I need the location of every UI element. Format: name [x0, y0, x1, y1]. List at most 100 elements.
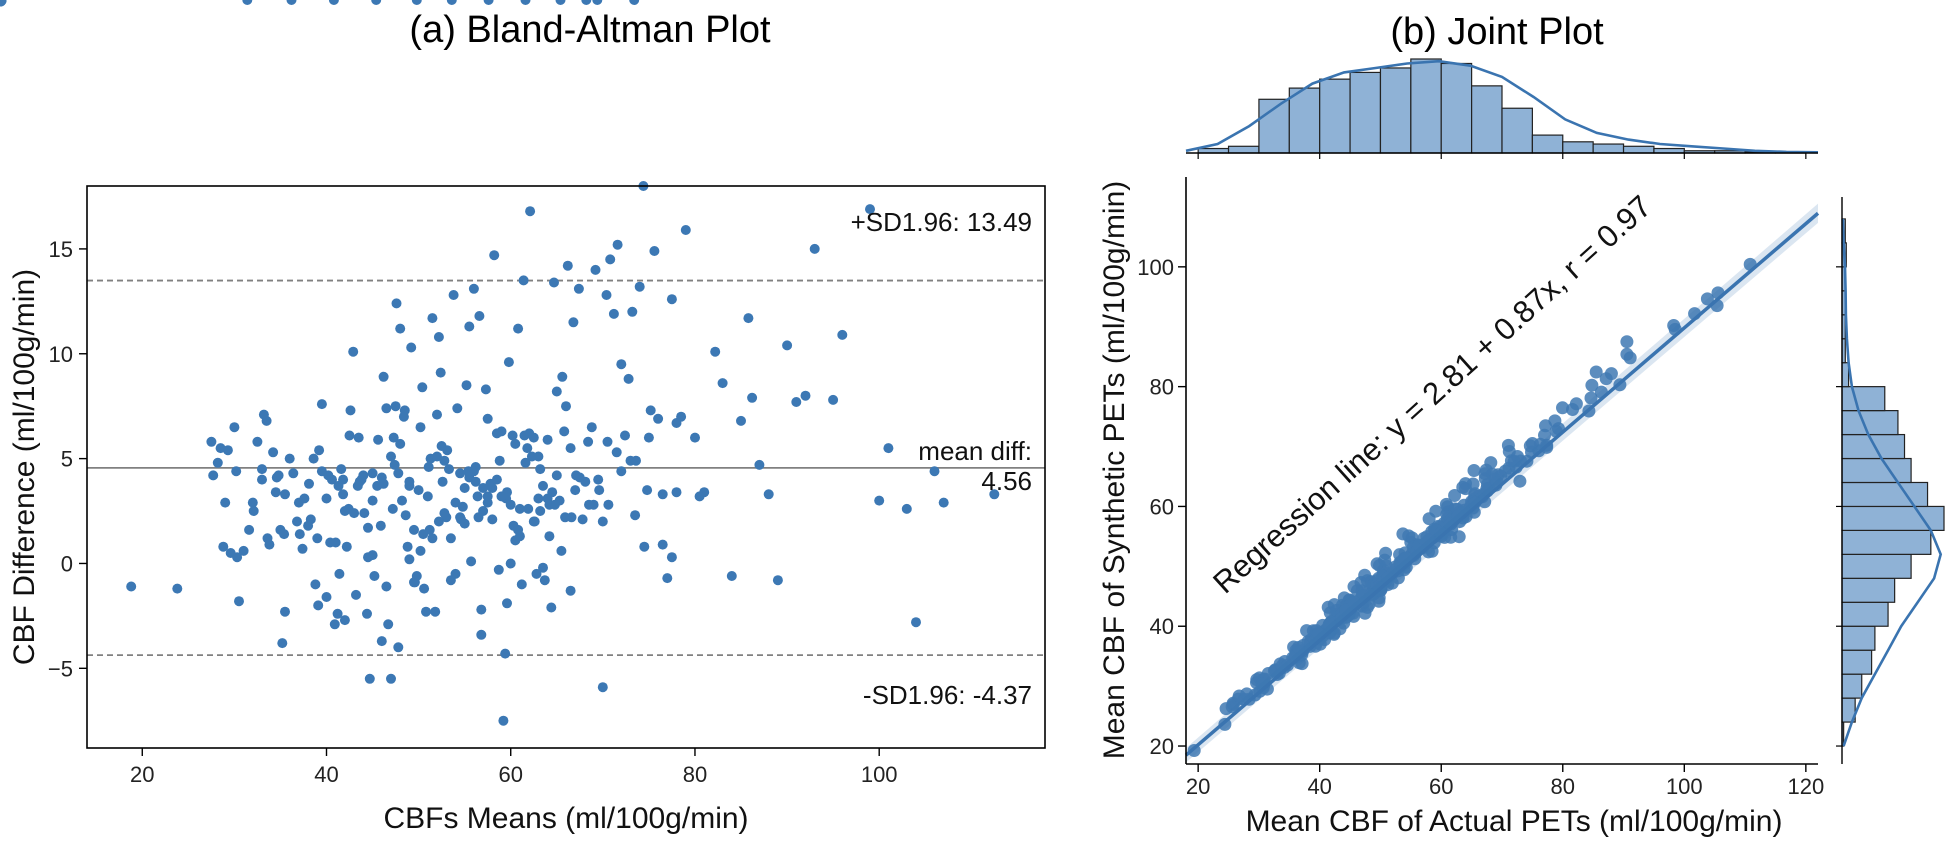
lower-limit-label: -SD1.96: -4.37 — [863, 680, 1032, 710]
data-point — [653, 413, 664, 424]
data-point — [747, 392, 758, 403]
data-point — [336, 464, 347, 475]
data-point — [264, 539, 275, 550]
data-point — [629, 0, 640, 5]
x-tick-label: 20 — [130, 762, 154, 787]
data-point — [1358, 568, 1372, 582]
data-point — [666, 294, 677, 305]
data-point — [929, 466, 940, 477]
data-point — [316, 466, 327, 477]
data-point — [409, 577, 419, 588]
data-point — [627, 306, 638, 317]
data-point — [330, 537, 341, 548]
x-hist-bar — [1592, 143, 1625, 154]
data-point — [634, 281, 645, 292]
data-point — [478, 483, 489, 493]
data-point — [280, 606, 290, 617]
data-point — [402, 541, 413, 552]
data-point — [542, 434, 553, 445]
data-point — [1240, 687, 1254, 701]
data-point — [126, 581, 137, 592]
data-point — [456, 514, 466, 525]
data-point — [551, 470, 562, 481]
bland-altman-title: (a) Bland-Altman Plot — [409, 9, 771, 51]
x-tick-label: 80 — [683, 762, 707, 787]
data-point — [367, 550, 378, 561]
data-point — [381, 403, 392, 414]
data-point — [1379, 546, 1393, 560]
data-point — [494, 455, 505, 466]
y-hist-bar — [1841, 649, 1873, 675]
data-point — [404, 480, 415, 491]
data-point — [487, 514, 498, 525]
data-point — [338, 474, 349, 485]
data-point — [522, 443, 533, 454]
y-hist-bar — [1841, 362, 1850, 388]
data-point — [378, 478, 389, 489]
data-point — [556, 545, 567, 556]
data-point — [496, 491, 507, 502]
data-point — [363, 522, 373, 533]
data-point — [559, 426, 570, 437]
data-point — [565, 585, 576, 596]
x-tick-label: 80 — [1551, 774, 1575, 799]
data-point — [445, 533, 456, 544]
data-point — [743, 313, 754, 324]
data-point — [339, 615, 350, 626]
data-point — [450, 568, 461, 579]
data-point — [270, 487, 281, 498]
data-point — [231, 466, 242, 477]
data-point — [583, 436, 594, 447]
data-point — [710, 346, 721, 357]
data-point — [387, 503, 398, 514]
data-point — [172, 583, 183, 594]
data-point — [551, 386, 562, 397]
data-point — [367, 468, 378, 479]
data-point — [349, 508, 360, 519]
data-point — [341, 541, 352, 552]
x-marginal-histogram — [1185, 58, 1819, 159]
data-point — [938, 497, 949, 508]
y-hist-bar — [1841, 433, 1906, 460]
data-point — [1459, 477, 1472, 491]
y-hist-bar — [1841, 529, 1932, 555]
data-point — [657, 539, 668, 550]
data-point — [911, 617, 921, 628]
data-point — [597, 516, 608, 527]
data-point — [391, 298, 402, 309]
x-hist-bar — [1227, 145, 1260, 154]
upper-limit-label: +SD1.96: 13.49 — [851, 207, 1032, 237]
bland-altman-ticks: 20 40 60 80 100 −5 0 5 10 15 — [48, 237, 898, 787]
y-kde-curve — [1841, 218, 1943, 747]
data-point — [533, 493, 544, 504]
data-point — [466, 556, 477, 567]
data-point — [332, 608, 343, 619]
data-point — [470, 476, 481, 487]
data-point — [597, 682, 608, 693]
data-point — [419, 583, 430, 594]
data-point — [480, 384, 491, 395]
data-point — [448, 290, 459, 300]
data-point — [248, 506, 259, 516]
data-point — [352, 480, 363, 491]
data-point — [455, 468, 466, 479]
data-point — [284, 453, 295, 464]
data-point — [432, 409, 442, 420]
data-point — [1604, 367, 1618, 381]
data-point — [507, 430, 518, 441]
data-point — [544, 531, 555, 542]
data-point — [292, 516, 302, 527]
x-hist-bar — [1410, 58, 1442, 154]
data-point — [393, 642, 404, 653]
data-point — [525, 206, 536, 217]
data-point — [1312, 626, 1325, 640]
data-point — [388, 432, 399, 443]
data-point — [474, 311, 485, 321]
data-point — [800, 390, 811, 401]
x-hist-bar — [1349, 71, 1382, 154]
y-marginal-histogram — [1836, 197, 1945, 764]
data-point — [612, 239, 623, 250]
data-point — [261, 415, 272, 426]
data-point — [433, 516, 444, 527]
data-point — [510, 535, 521, 546]
